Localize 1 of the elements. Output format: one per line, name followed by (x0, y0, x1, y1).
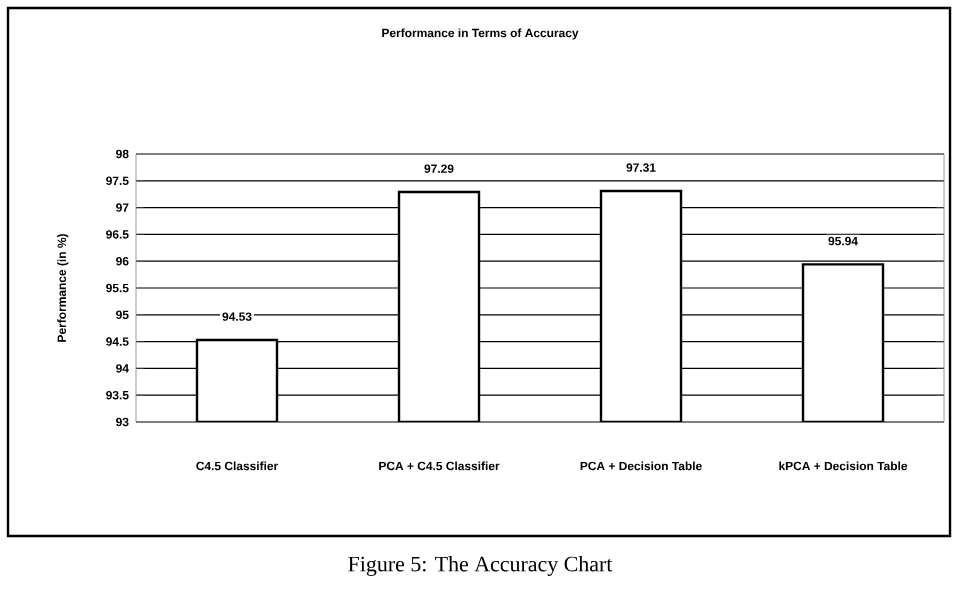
caption: Figure 5: The Accuracy Chart (348, 556, 613, 576)
